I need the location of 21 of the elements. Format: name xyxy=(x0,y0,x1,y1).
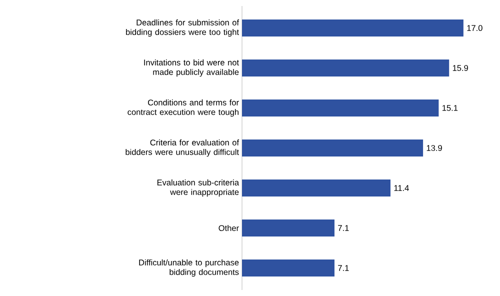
bar xyxy=(242,220,334,237)
data-label: 17.0 xyxy=(467,25,482,31)
bar xyxy=(242,20,464,37)
data-label: 15.1 xyxy=(442,105,458,111)
y-tick-label: Difficult/unable to purchase bidding documents xyxy=(139,259,239,277)
bar xyxy=(242,260,334,277)
data-label: 15.9 xyxy=(452,65,468,71)
y-tick-label: Invitations to bid were not made publicly available xyxy=(144,59,239,77)
data-label: 11.4 xyxy=(394,185,409,191)
data-label: 13.9 xyxy=(426,145,442,151)
y-tick-label: Criteria for evaluation of bidders were unusually difficult xyxy=(126,139,240,157)
bar xyxy=(242,180,390,197)
y-tick-label: Deadlines for submission of bidding dossiers were too tight xyxy=(126,19,240,37)
data-label: 7.1 xyxy=(338,225,349,231)
bar xyxy=(242,140,424,157)
y-tick-label: Evaluation sub-criteria were inappropriate xyxy=(157,179,240,197)
y-tick-label: Other xyxy=(218,224,239,232)
data-label: 7.1 xyxy=(338,265,349,271)
y-tick-label: Conditions and terms for contract execution were tough xyxy=(128,99,239,117)
bar xyxy=(242,60,450,77)
bar xyxy=(242,100,439,117)
